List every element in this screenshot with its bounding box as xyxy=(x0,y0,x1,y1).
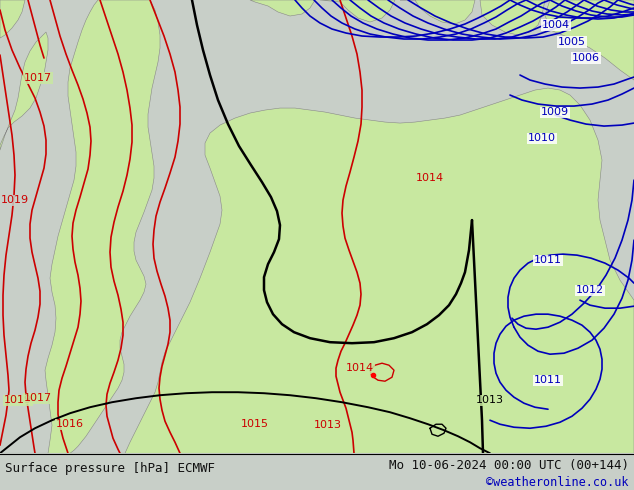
Polygon shape xyxy=(320,0,395,22)
Polygon shape xyxy=(0,88,634,453)
Polygon shape xyxy=(250,0,315,16)
Text: 1014: 1014 xyxy=(416,173,444,183)
Text: 1014: 1014 xyxy=(346,363,374,373)
Text: 1004: 1004 xyxy=(542,20,570,30)
Text: 1012: 1012 xyxy=(576,285,604,295)
Text: 1017: 1017 xyxy=(24,73,52,83)
Text: 1017: 1017 xyxy=(24,393,52,403)
Text: 1019: 1019 xyxy=(4,395,32,405)
Polygon shape xyxy=(400,0,475,24)
Text: Surface pressure [hPa] ECMWF: Surface pressure [hPa] ECMWF xyxy=(5,462,215,475)
Polygon shape xyxy=(0,32,48,150)
Text: ©weatheronline.co.uk: ©weatheronline.co.uk xyxy=(486,476,629,489)
Text: 1011: 1011 xyxy=(534,255,562,265)
Polygon shape xyxy=(45,0,160,453)
Text: 1016: 1016 xyxy=(56,419,84,429)
Text: Mo 10-06-2024 00:00 UTC (00+144): Mo 10-06-2024 00:00 UTC (00+144) xyxy=(389,459,629,472)
Text: 1013: 1013 xyxy=(314,420,342,430)
Text: 1005: 1005 xyxy=(558,37,586,47)
Text: 1009: 1009 xyxy=(541,107,569,117)
Text: 1019: 1019 xyxy=(1,195,29,205)
Text: 1011: 1011 xyxy=(534,375,562,385)
Text: 1010: 1010 xyxy=(528,133,556,143)
Polygon shape xyxy=(0,0,25,38)
Polygon shape xyxy=(545,0,634,80)
Text: 1013: 1013 xyxy=(476,395,504,405)
Polygon shape xyxy=(480,0,545,35)
Text: 1015: 1015 xyxy=(241,419,269,429)
Text: 1006: 1006 xyxy=(572,53,600,63)
